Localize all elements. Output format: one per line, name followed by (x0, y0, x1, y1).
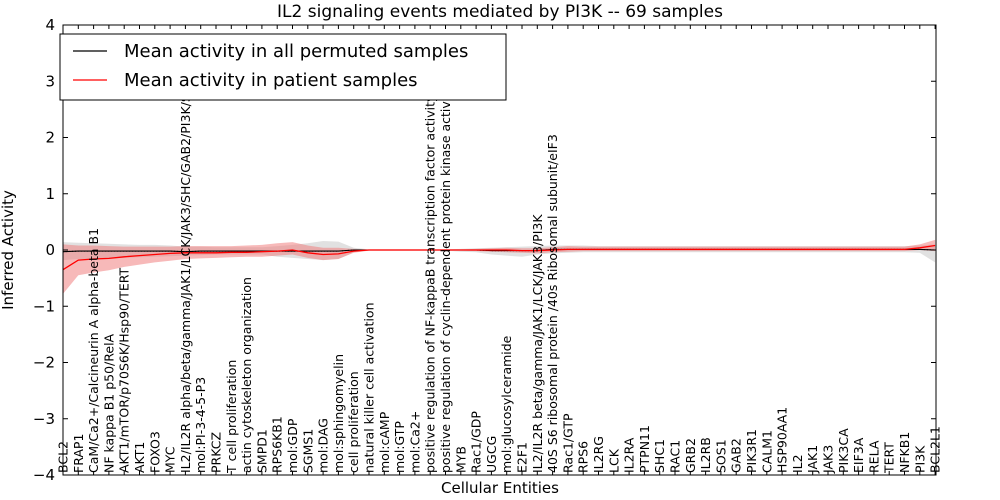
y-tick-label: 4 (45, 16, 55, 34)
x-tick-label: JAK3 (821, 445, 836, 474)
x-tick-label: RPS6 (576, 441, 591, 473)
x-tick-label: AKT1 (132, 442, 147, 473)
legend-box (59, 33, 507, 101)
x-tick-label: IL2RB (698, 437, 713, 473)
x-tick-label: TERT (882, 442, 897, 474)
x-tick-label: EIF3A (851, 437, 866, 473)
x-tick-label: Rac1/GTP (560, 413, 575, 473)
x-tick-label: PIK3CA (836, 428, 851, 473)
y-ticks: −4 −3 −2 −1 0 1 2 3 4 (33, 16, 936, 484)
y-tick-label: −3 (33, 410, 55, 428)
x-tick-label: MYB (453, 446, 468, 473)
y-tick-label: 3 (45, 72, 55, 90)
x-tick-label: CaM/Ca2+/Calcineurin A alpha-beta B1 (86, 228, 101, 473)
x-tick-label: RELA (866, 440, 881, 473)
x-tick-label: SGMS1 (300, 429, 315, 473)
x-tick-label: UGCG (484, 436, 499, 473)
x-tick-label: SMPD1 (254, 429, 269, 473)
x-tick-label: mol:DAG (316, 418, 331, 473)
x-tick-label: mol:GDP (285, 418, 300, 473)
x-tick-label: HSP90AA1 (775, 407, 790, 473)
x-tick-label: PIK3R1 (744, 429, 759, 473)
y-tick-label: −2 (33, 354, 55, 372)
series-lines (63, 244, 936, 271)
x-tick-label: AKT1/mTOR/p70S6K/Hsp90/TERT (117, 267, 132, 473)
x-tick-label: NFKB1 (897, 432, 912, 473)
x-tick-label: mol:PI-3-4-5-P3 (193, 377, 208, 473)
x-tick-label: FRAP1 (71, 434, 86, 473)
x-tick-label: GRB2 (683, 438, 698, 473)
x-tick-label: PRKCZ (209, 432, 224, 473)
x-tick-label: positive regulation of NF-kappaB transcr… (423, 94, 438, 473)
x-tick-label: actin cytoskeleton organization (239, 277, 254, 473)
x-tick-label: mol:cAMP (377, 411, 392, 473)
x-tick-label: PTPN11 (637, 425, 652, 473)
x-tick-label: cell proliferation (346, 371, 361, 473)
x-tick-label: natural killer cell activation (362, 302, 377, 473)
confidence-bands (63, 239, 936, 294)
x-tick-label: CALM1 (759, 430, 774, 473)
x-tick-label: PI3K (912, 445, 927, 473)
band-patient (63, 239, 936, 294)
x-tick-label: IL2RG (591, 436, 606, 473)
x-axis-label: Cellular Entities (441, 479, 559, 497)
x-tick-label: IL2/IL2R beta/gamma/JAK1/LCK/JAK3/PI3K (530, 214, 545, 473)
x-tick-label: SOS1 (713, 439, 728, 473)
x-tick-label: 40S S6 ribosomal protein /40s Ribosomal … (545, 134, 560, 473)
x-tick-label: mol:sphingomyelin (331, 354, 346, 473)
series-line-patient (63, 244, 936, 271)
x-tick-label: IL2RA (622, 437, 637, 473)
x-tick-label: E2F1 (515, 442, 530, 473)
x-tick-label: GAB2 (729, 438, 744, 473)
legend: Mean activity in all permuted samples Me… (59, 33, 507, 101)
x-tick-labels: BCL2 FRAP1 CaM/Ca2+/Calcineurin A alpha-be… (56, 68, 943, 474)
x-tick-label: positive regulation of cyclin-dependent … (438, 85, 453, 473)
y-axis-label: Inferred Activity (0, 190, 17, 310)
x-tick-label: mol:GTP (392, 421, 407, 473)
x-tick-label: BCL2L1 (928, 426, 943, 473)
x-tick-label: LCK (606, 448, 621, 473)
x-tick-label: NF kappa B1 p50/RelA (101, 333, 116, 473)
x-tick-label: mol:glucosylceramide (499, 335, 514, 473)
x-tick-label: T cell proliferation (224, 360, 239, 474)
x-tick-label: RAC1 (668, 440, 683, 473)
y-tick-label: 2 (45, 129, 55, 147)
legend-label-patient: Mean activity in patient samples (124, 70, 418, 91)
x-tick-label: JAK1 (805, 445, 820, 474)
y-tick-label: −4 (33, 466, 55, 484)
x-tick-label: mol:Ca2+ (407, 411, 422, 473)
x-tick-label: IL2/IL2R alpha/beta/gamma/JAK1/LCK/JAK3/… (178, 68, 193, 473)
x-tick-label: RPS6KB1 (270, 416, 285, 473)
x-tick-label: Rac1/GDP (469, 411, 484, 473)
chart-title: IL2 signaling events mediated by PI3K --… (277, 2, 723, 22)
x-tick-label: FOXO3 (147, 431, 162, 473)
legend-label-permuted: Mean activity in all permuted samples (124, 41, 468, 62)
x-tick-label: SHC1 (652, 439, 667, 473)
x-tick-label: MYC (163, 446, 178, 473)
y-tick-label: −1 (33, 297, 55, 315)
plot-frame (62, 24, 937, 476)
y-tick-label: 0 (45, 241, 55, 259)
x-ticks (62, 25, 936, 475)
x-tick-label: IL2 (790, 454, 805, 473)
y-tick-label: 1 (45, 185, 55, 203)
